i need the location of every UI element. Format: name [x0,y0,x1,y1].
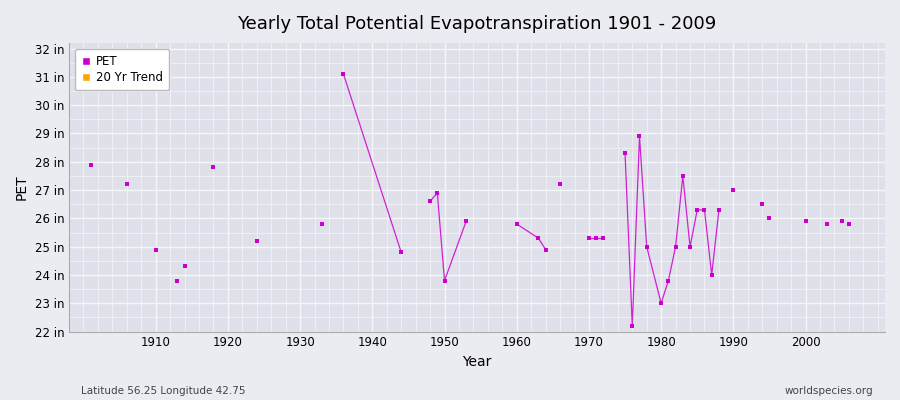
Legend: PET, 20 Yr Trend: PET, 20 Yr Trend [75,49,169,90]
Point [726,187,741,193]
Point [249,238,264,244]
Title: Yearly Total Potential Evapotranspiration 1901 - 2009: Yearly Total Potential Evapotranspiratio… [238,15,716,33]
Text: Latitude 56.25 Longitude 42.75: Latitude 56.25 Longitude 42.75 [81,386,246,396]
Point [531,235,545,241]
Y-axis label: PET: PET [15,174,29,200]
Point [676,173,690,179]
Point [633,133,647,140]
Point [553,181,567,188]
Point [698,207,712,213]
Point [798,218,813,224]
Point [509,221,524,227]
Point [690,207,705,213]
Point [84,161,98,168]
Point [617,150,632,156]
Point [315,221,329,227]
Point [148,246,163,253]
Point [842,221,856,227]
Point [834,218,849,224]
Point [206,164,220,171]
Point [337,71,351,77]
X-axis label: Year: Year [463,355,491,369]
Point [712,207,726,213]
Point [120,181,134,188]
Point [589,235,603,241]
Point [669,244,683,250]
Point [459,218,473,224]
Point [683,244,698,250]
Point [177,263,192,270]
Point [394,249,409,256]
Point [654,300,669,306]
Point [423,198,437,204]
Point [640,244,654,250]
Point [581,235,596,241]
Point [662,278,676,284]
Point [437,278,452,284]
Point [430,190,445,196]
Point [170,278,184,284]
Point [538,246,553,253]
Point [820,221,834,227]
Point [626,323,640,329]
Point [596,235,610,241]
Point [755,201,770,208]
Point [705,272,719,278]
Point [762,215,777,222]
Text: worldspecies.org: worldspecies.org [785,386,873,396]
